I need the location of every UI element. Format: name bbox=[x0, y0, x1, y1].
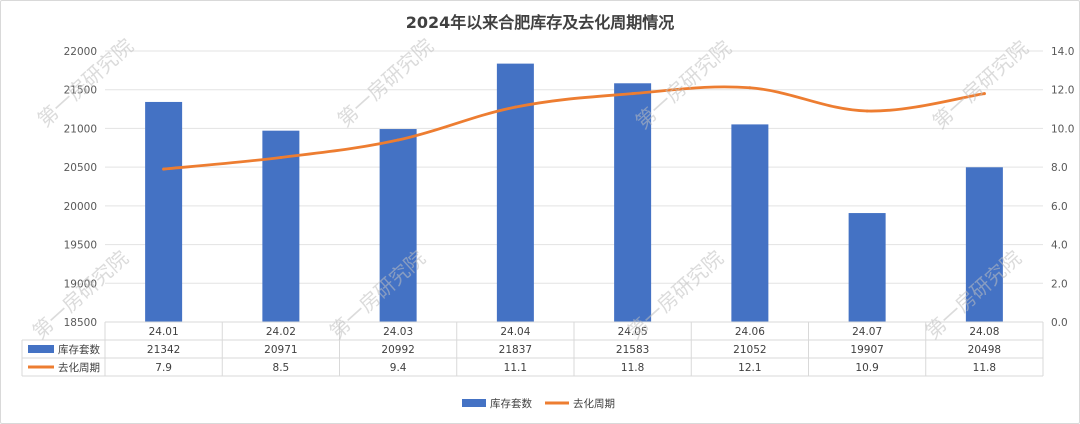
chart-title: 2024年以来合肥库存及去化周期情况 bbox=[406, 13, 675, 32]
y-left-tick-label: 21000 bbox=[64, 123, 97, 135]
table-bar-key bbox=[28, 345, 54, 353]
y-right-tick-label: 2.0 bbox=[1051, 278, 1068, 290]
watermark-text: 第一房研究院 bbox=[333, 34, 438, 132]
legend-item: 去化周期 bbox=[573, 397, 615, 410]
y-left-tick-label: 22000 bbox=[64, 46, 97, 58]
data-label: 20971 bbox=[264, 344, 297, 356]
y-left-tick-label: 18500 bbox=[64, 317, 97, 329]
line-point bbox=[162, 167, 166, 171]
x-tick-label: 24.02 bbox=[266, 326, 296, 338]
x-tick-label: 24.05 bbox=[618, 326, 648, 338]
data-label: 11.8 bbox=[973, 362, 996, 374]
bar bbox=[731, 124, 769, 322]
line-point bbox=[279, 155, 283, 159]
line-point bbox=[865, 109, 869, 113]
table-row-label: 去化周期 bbox=[58, 361, 100, 374]
line-point bbox=[396, 138, 400, 142]
data-label: 8.5 bbox=[273, 362, 290, 374]
x-tick-label: 24.06 bbox=[735, 326, 765, 338]
y-right-tick-label: 10.0 bbox=[1051, 123, 1074, 135]
data-label: 12.1 bbox=[738, 362, 761, 374]
legend: 库存套数 去化周期 bbox=[462, 397, 615, 410]
data-label: 7.9 bbox=[155, 362, 172, 374]
line-series bbox=[162, 85, 986, 171]
bar bbox=[145, 101, 183, 322]
bar bbox=[262, 130, 300, 322]
y-left-tick-label: 20000 bbox=[64, 201, 97, 213]
data-label: 11.1 bbox=[504, 362, 527, 374]
data-label: 11.8 bbox=[621, 362, 644, 374]
data-label: 20498 bbox=[968, 344, 1001, 356]
bar-series bbox=[145, 63, 1003, 323]
data-label: 10.9 bbox=[855, 362, 878, 374]
data-label: 21583 bbox=[616, 344, 649, 356]
line-point bbox=[631, 92, 635, 96]
data-label: 21342 bbox=[147, 344, 180, 356]
legend-item: 库存套数 bbox=[490, 397, 532, 410]
data-label: 9.4 bbox=[390, 362, 407, 374]
y-axis-left: 18500 19000 19500 20000 20500 21000 21500 22000 bbox=[64, 46, 97, 329]
bar bbox=[496, 63, 534, 323]
y-axis-right: 0.0 2.0 4.0 6.0 8.0 10.0 12.0 14.0 bbox=[1051, 46, 1074, 329]
y-right-tick-label: 8.0 bbox=[1051, 162, 1068, 174]
bar bbox=[614, 83, 652, 322]
x-tick-label: 24.07 bbox=[852, 326, 882, 338]
table-row-label: 库存套数 bbox=[58, 343, 100, 356]
y-right-tick-label: 12.0 bbox=[1051, 85, 1074, 97]
x-tick-label: 24.01 bbox=[149, 326, 179, 338]
bar bbox=[848, 213, 886, 322]
y-left-tick-label: 20500 bbox=[64, 162, 97, 174]
legend-bar-key bbox=[462, 399, 486, 407]
y-left-tick-label: 19000 bbox=[64, 278, 97, 290]
data-label: 21837 bbox=[499, 344, 532, 356]
bar bbox=[379, 129, 417, 322]
gridlines bbox=[105, 50, 1043, 323]
line-point bbox=[982, 92, 986, 96]
bar bbox=[965, 167, 1003, 322]
line-point bbox=[748, 86, 752, 90]
data-label: 19907 bbox=[850, 344, 883, 356]
data-label: 21052 bbox=[733, 344, 766, 356]
line-path bbox=[162, 85, 986, 171]
y-left-tick-label: 19500 bbox=[64, 240, 97, 252]
x-tick-label: 24.03 bbox=[383, 326, 413, 338]
watermark-text: 第一房研究院 bbox=[928, 36, 1033, 134]
y-left-tick-label: 21500 bbox=[64, 85, 97, 97]
line-point bbox=[513, 105, 517, 109]
data-table: 24.01 24.02 24.03 24.04 24.05 24.06 24.07 24.08… bbox=[21, 321, 1044, 377]
x-tick-label: 24.04 bbox=[500, 326, 530, 338]
x-tick-label: 24.08 bbox=[969, 326, 999, 338]
data-label: 20992 bbox=[381, 344, 414, 356]
y-right-tick-label: 4.0 bbox=[1051, 240, 1068, 252]
watermark-text: 第一房研究院 bbox=[28, 246, 133, 344]
y-right-tick-label: 6.0 bbox=[1051, 201, 1068, 213]
y-right-tick-label: 14.0 bbox=[1051, 46, 1074, 58]
y-right-tick-label: 0.0 bbox=[1051, 317, 1068, 329]
